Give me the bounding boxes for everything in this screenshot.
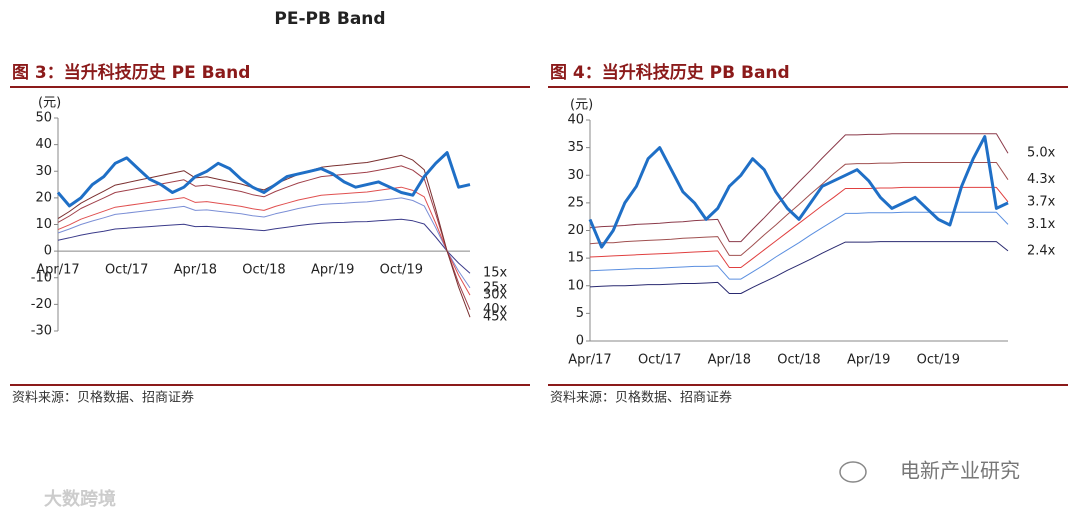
y-tick-label: 5 <box>576 306 584 321</box>
y-tick-label: -20 <box>31 297 52 312</box>
x-tick-label: Apr/17 <box>568 353 611 368</box>
x-tick-label: Oct/17 <box>638 353 681 368</box>
source: 资料来源：贝格数据、招商证券 <box>12 390 194 406</box>
y-tick-label: 10 <box>567 278 584 293</box>
series-label: 2.4x <box>1027 243 1056 258</box>
series-label: 30x <box>483 288 508 303</box>
series-line <box>57 154 471 318</box>
y-tick-label: 20 <box>567 223 584 238</box>
source: 资料来源：贝格数据、招商证券 <box>550 390 732 406</box>
y-tick-label: 0 <box>44 244 52 259</box>
series-line <box>56 151 471 208</box>
y-tick-label: 0 <box>576 334 584 349</box>
y-tick-label: 35 <box>567 140 584 155</box>
y-tick-label: 40 <box>35 137 52 152</box>
x-tick-label: Oct/18 <box>777 353 820 368</box>
chart-title: 图 3：当升科技历史 PE Band <box>12 62 250 83</box>
series-line <box>57 165 471 310</box>
y-tick-label: 30 <box>35 164 52 179</box>
series-line <box>588 135 1009 249</box>
y-tick-label: 30 <box>567 168 584 183</box>
y-tick-label: -10 <box>31 270 52 285</box>
series-label: 45x <box>483 310 508 325</box>
series-label: 5.0x <box>1027 146 1056 161</box>
series-label: 3.1x <box>1027 217 1056 232</box>
series-label: 4.3x <box>1027 172 1056 187</box>
y-tick-label: 25 <box>567 195 584 210</box>
x-tick-label: Apr/18 <box>174 263 217 278</box>
watermark: 电新产业研究 <box>900 459 1020 483</box>
series-line <box>589 241 1009 294</box>
series-line <box>57 186 471 296</box>
y-tick-label: 15 <box>567 251 584 266</box>
series-label: 40x <box>483 302 508 317</box>
page-title: PE-PB Band <box>274 9 385 29</box>
y-tick-label: 10 <box>35 217 52 232</box>
y-tick-label: 40 <box>567 113 584 128</box>
watermark: 大数跨境 <box>44 488 116 510</box>
series-line <box>589 186 1009 268</box>
x-tick-label: Apr/19 <box>311 263 354 278</box>
series-line <box>57 218 471 274</box>
x-tick-label: Apr/17 <box>36 263 79 278</box>
series-label: 3.7x <box>1027 194 1056 209</box>
y-unit: (元) <box>570 98 593 113</box>
y-tick-label: -30 <box>31 324 52 339</box>
x-tick-label: Apr/18 <box>708 353 751 368</box>
x-tick-label: Oct/19 <box>380 263 423 278</box>
chart-title: 图 4：当升科技历史 PB Band <box>550 62 790 83</box>
series-label: 15x <box>483 266 508 281</box>
y-unit: (元) <box>38 96 61 111</box>
y-tick-label: 50 <box>35 111 52 126</box>
series-line <box>589 211 1009 280</box>
series-line <box>57 197 471 289</box>
wechat-icon <box>839 461 867 483</box>
series-line <box>589 133 1009 243</box>
x-tick-label: Oct/18 <box>242 263 285 278</box>
series-line <box>589 162 1009 256</box>
x-tick-label: Oct/17 <box>105 263 148 278</box>
x-tick-label: Oct/19 <box>917 353 960 368</box>
x-tick-label: Apr/19 <box>847 353 890 368</box>
series-label: 25x <box>483 280 508 295</box>
y-tick-label: 20 <box>35 190 52 205</box>
